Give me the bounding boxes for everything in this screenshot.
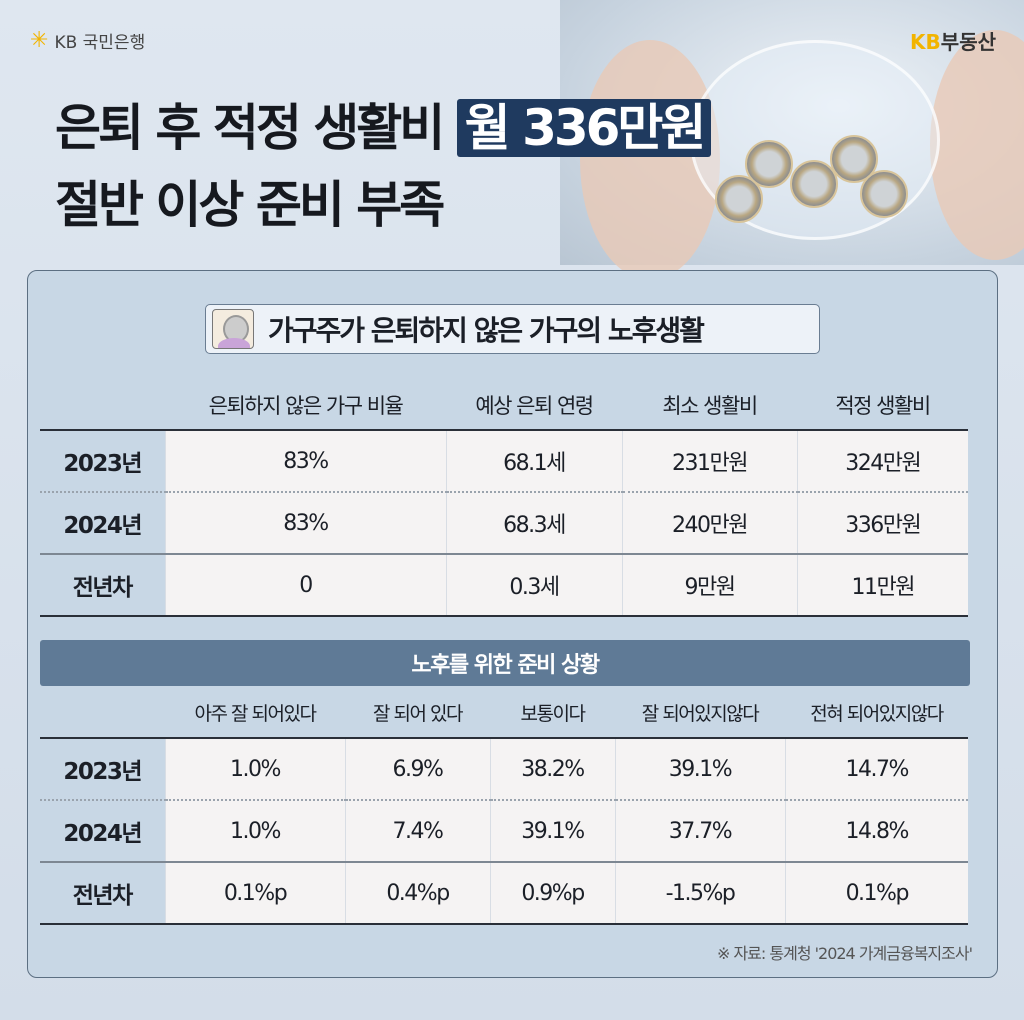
column-header: 아주 잘 되어있다 [165,688,345,739]
retirement-preparation-table: 아주 잘 되어있다 잘 되어 있다 보통이다 잘 되어있지않다 전혀 되어있지않… [40,688,968,925]
table-row: 전년차 0.1%p 0.4%p 0.9%p -1.5%p 0.1%p [40,862,968,925]
section1-title-box: 가구주가 은퇴하지 않은 가구의 노후생활 [205,304,820,354]
table-row: 2023년 1.0% 6.9% 38.2% 39.1% 14.7% [40,738,968,801]
table-row: 2023년 83% 68.1세 231만원 324만원 [40,430,968,493]
table-cell: 6.9% [344,738,490,801]
table-row: 2024년 83% 68.3세 240만원 336만원 [40,492,968,555]
kb-bank-logo: ✳ KB 국민은행 [30,28,145,53]
column-header: 잘 되어있지않다 [615,688,785,739]
table-cell: 324만원 [796,430,968,493]
table-cell: 231만원 [621,430,797,493]
row-label: 2024년 [40,492,165,555]
table-cell: 0.1%p [164,862,345,925]
coin-icon [715,175,763,223]
row-label: 2023년 [40,430,165,493]
headline-highlight: 월 336만원 [456,99,712,157]
table-cell: 11만원 [796,554,968,617]
table-cell: 68.1세 [445,430,622,493]
table-cell: 1.0% [164,800,345,863]
table-cell: 0.4%p [344,862,490,925]
kb-realestate-logo: KB부동산 [910,26,996,55]
headline-line1: 은퇴 후 적정 생활비 월 336만원 [55,88,712,160]
realestate-text: 부동산 [940,30,996,54]
column-header: 적정 생활비 [797,380,968,431]
table-cell: 68.3세 [445,492,622,555]
table-cell: -1.5%p [614,862,785,925]
table-cell: 83% [164,492,446,555]
kb-star-icon: ✳ [30,28,49,53]
column-header: 예상 은퇴 연령 [446,380,622,431]
table-cell: 7.4% [344,800,490,863]
row-label: 전년차 [40,862,165,925]
column-header: 최소 생활비 [622,380,797,431]
headline-line2: 절반 이상 준비 부족 [55,176,445,234]
retirement-cost-table: 은퇴하지 않은 가구 비율 예상 은퇴 연령 최소 생활비 적정 생활비 202… [40,380,968,617]
table-cell: 1.0% [164,738,345,801]
table-cell: 0.1%p [784,862,968,925]
table-cell: 0 [164,554,446,617]
table-cell: 14.7% [784,738,968,801]
coin-icon [745,140,793,188]
column-header: 전혀 되어있지않다 [785,688,968,739]
table-cell: 37.7% [614,800,785,863]
headline-prefix: 은퇴 후 적정 생활비 [55,99,445,157]
kb-bank-text: KB 국민은행 [54,33,146,53]
table-cell: 0.9%p [489,862,615,925]
section2-banner: 노후를 위한 준비 상황 [40,640,970,686]
row-label: 2024년 [40,800,165,863]
source-note: ※ 자료: 통계청 '2024 가계금융복지조사' [716,944,973,963]
table-cell: 38.2% [489,738,615,801]
column-header: 은퇴하지 않은 가구 비율 [165,380,446,431]
column-header: 잘 되어 있다 [345,688,490,739]
table-cell: 14.8% [784,800,968,863]
elderly-woman-icon [212,309,254,349]
row-label: 2023년 [40,738,165,801]
coin-icon [860,170,908,218]
table-row: 2024년 1.0% 7.4% 39.1% 37.7% 14.8% [40,800,968,863]
table-cell: 0.3세 [445,554,622,617]
hand-right [930,30,1024,260]
table-cell: 240만원 [621,492,797,555]
corner-cell [40,380,165,431]
section1-title: 가구주가 은퇴하지 않은 가구의 노후생활 [268,314,705,347]
corner-cell [40,688,165,739]
kb-text: KB [910,30,941,54]
row-label: 전년차 [40,554,165,617]
table-cell: 83% [164,430,446,493]
table-cell: 39.1% [614,738,785,801]
table-cell: 336만원 [796,492,968,555]
table-cell: 9만원 [621,554,797,617]
table-cell: 39.1% [489,800,615,863]
coin-icon [790,160,838,208]
table-row: 전년차 0 0.3세 9만원 11만원 [40,554,968,617]
column-header: 보통이다 [490,688,615,739]
